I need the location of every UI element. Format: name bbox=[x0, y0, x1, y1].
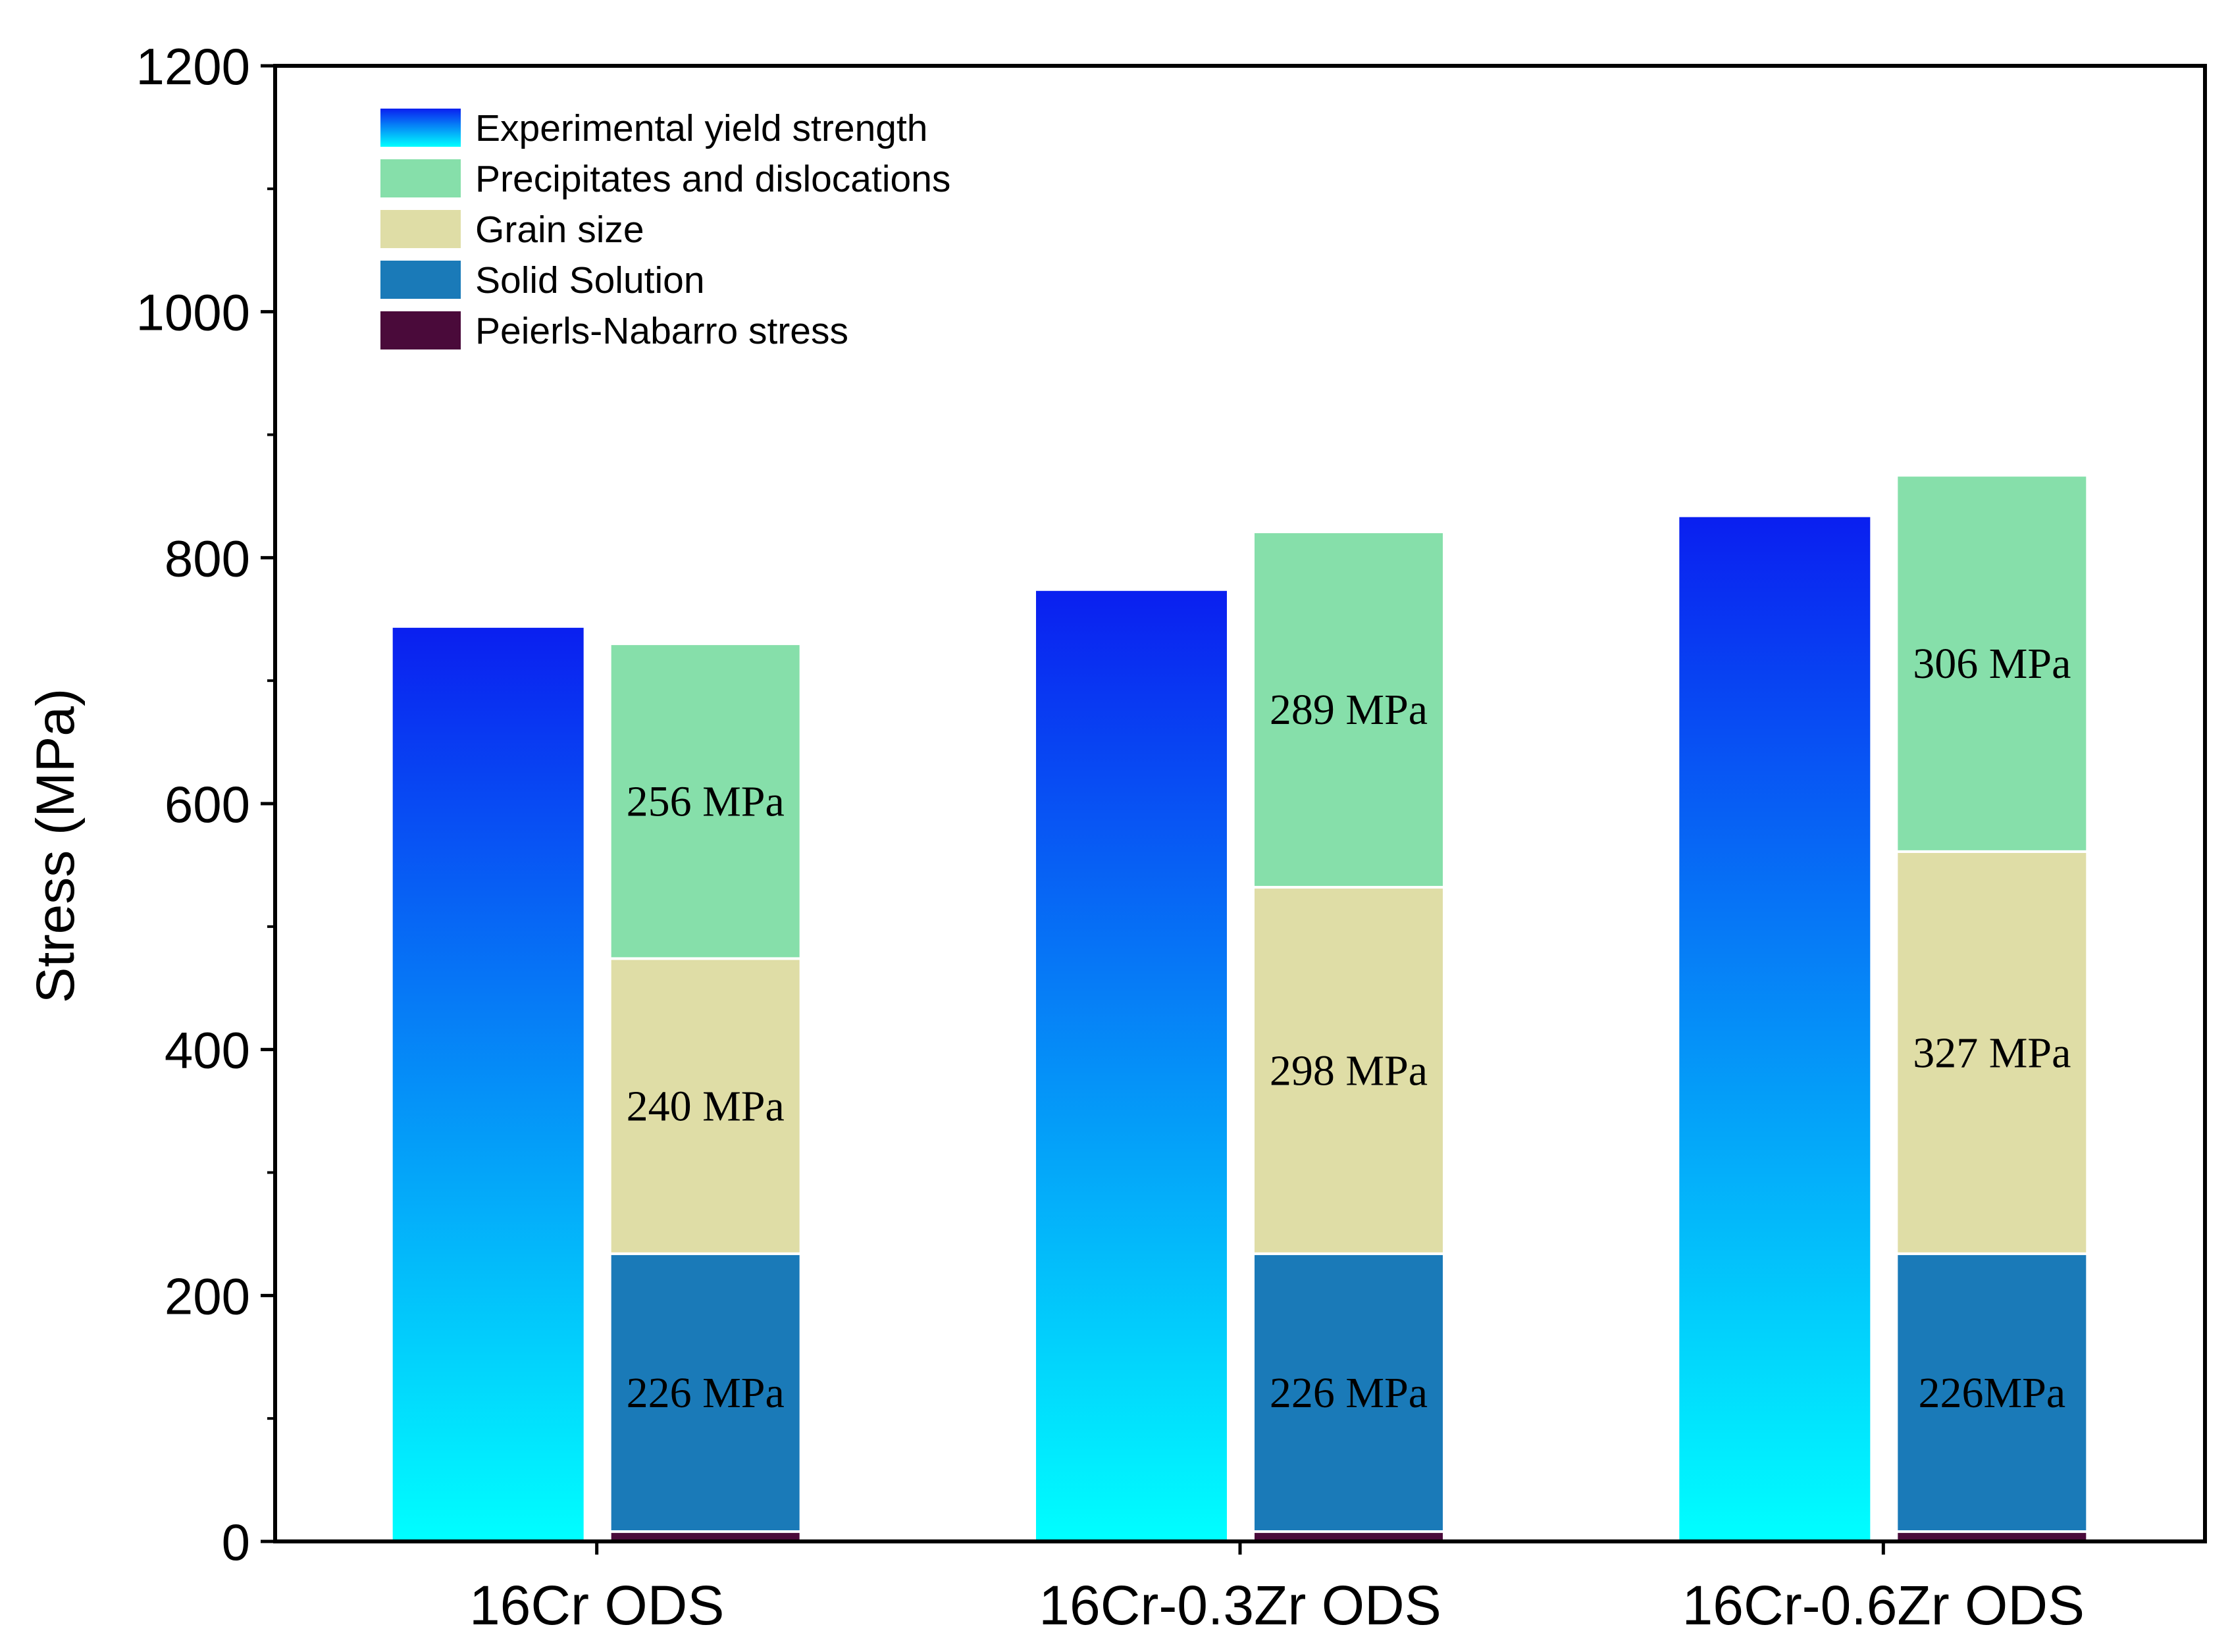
legend-swatch-peierls-nabarro-stress bbox=[380, 311, 461, 349]
data-label-grain-size-16cr-ods: 240 MPa bbox=[627, 1083, 785, 1131]
data-label-precipitates-and-dislocations-16cr-0-3zr-ods: 289 MPa bbox=[1270, 686, 1428, 734]
data-label-precipitates-and-dislocations-16cr-0-6zr-ods: 306 MPa bbox=[1913, 640, 2071, 688]
bar-experimental-yield-strength-16cr-0-3zr-ods bbox=[1036, 590, 1227, 1541]
x-tick-label-16cr-0-6zr-ods: 16Cr-0.6Zr ODS bbox=[1682, 1574, 2085, 1636]
bar-experimental-yield-strength-16cr-ods bbox=[392, 627, 584, 1541]
legend-label-peierls-nabarro-stress: Peierls-Nabarro stress bbox=[475, 310, 848, 352]
data-label-solid-solution-16cr-0-3zr-ods: 226 MPa bbox=[1270, 1369, 1428, 1417]
legend-swatch-precipitates-and-dislocations bbox=[380, 159, 461, 197]
y-tick-label: 400 bbox=[165, 1021, 250, 1079]
legend: Experimental yield strength Precipitates … bbox=[380, 107, 950, 352]
x-axis: 16Cr ODS 16Cr-0.3Zr ODS 16Cr-0.6Zr ODS bbox=[469, 1541, 2085, 1636]
y-tick-label: 800 bbox=[165, 529, 250, 587]
legend-label-experimental-yield-strength: Experimental yield strength bbox=[475, 107, 928, 149]
y-tick-label: 0 bbox=[222, 1513, 250, 1571]
bar-solid-solution-16cr-0-6zr-ods bbox=[1895, 1252, 2089, 1534]
y-tick-label: 200 bbox=[165, 1267, 250, 1325]
data-label-precipitates-and-dislocations-16cr-ods: 256 MPa bbox=[627, 777, 785, 825]
data-label-solid-solution-16cr-ods: 226 MPa bbox=[627, 1369, 785, 1417]
legend-label-precipitates-and-dislocations: Precipitates and dislocations bbox=[475, 158, 950, 200]
x-tick-label-16cr-ods: 16Cr ODS bbox=[469, 1574, 724, 1636]
data-label-solid-solution-16cr-0-6zr-ods: 226MPa bbox=[1918, 1369, 2065, 1417]
legend-label-solid-solution: Solid Solution bbox=[475, 259, 705, 301]
y-tick-label: 1000 bbox=[136, 284, 250, 342]
y-tick-label: 1200 bbox=[136, 38, 250, 95]
data-labels-layer: 226 MPa 240 MPa 256 MPa 226 MPa 298 MPa 289 M… bbox=[627, 640, 2071, 1417]
bar-grain-size-16cr-0-6zr-ods bbox=[1895, 850, 2089, 1255]
data-label-grain-size-16cr-0-6zr-ods: 327 MPa bbox=[1913, 1029, 2071, 1077]
legend-swatch-experimental-yield-strength bbox=[380, 109, 461, 147]
bar-precipitates-and-dislocations-16cr-0-6zr-ods bbox=[1895, 474, 2089, 853]
legend-label-grain-size: Grain size bbox=[475, 209, 644, 251]
bar-grain-size-16cr-0-3zr-ods bbox=[1252, 886, 1445, 1255]
legend-swatch-grain-size bbox=[380, 210, 461, 248]
bar-grain-size-16cr-ods bbox=[608, 957, 802, 1255]
y-tick-label: 600 bbox=[165, 775, 250, 833]
legend-swatch-solid-solution bbox=[380, 261, 461, 299]
y-axis-title: Stress (MPa) bbox=[26, 688, 86, 1003]
bar-precipitates-and-dislocations-16cr-0-3zr-ods bbox=[1252, 530, 1445, 889]
bar-precipitates-and-dislocations-16cr-ods bbox=[608, 642, 802, 960]
bars-layer bbox=[392, 474, 2089, 1543]
data-label-grain-size-16cr-0-3zr-ods: 298 MPa bbox=[1270, 1046, 1428, 1095]
bar-solid-solution-16cr-ods bbox=[608, 1252, 802, 1534]
x-tick-label-16cr-0-3zr-ods: 16Cr-0.3Zr ODS bbox=[1039, 1574, 1441, 1636]
y-axis: 0 200 400 600 800 1000 1200 bbox=[136, 38, 275, 1571]
bar-experimental-yield-strength-16cr-0-6zr-ods bbox=[1679, 517, 1871, 1541]
